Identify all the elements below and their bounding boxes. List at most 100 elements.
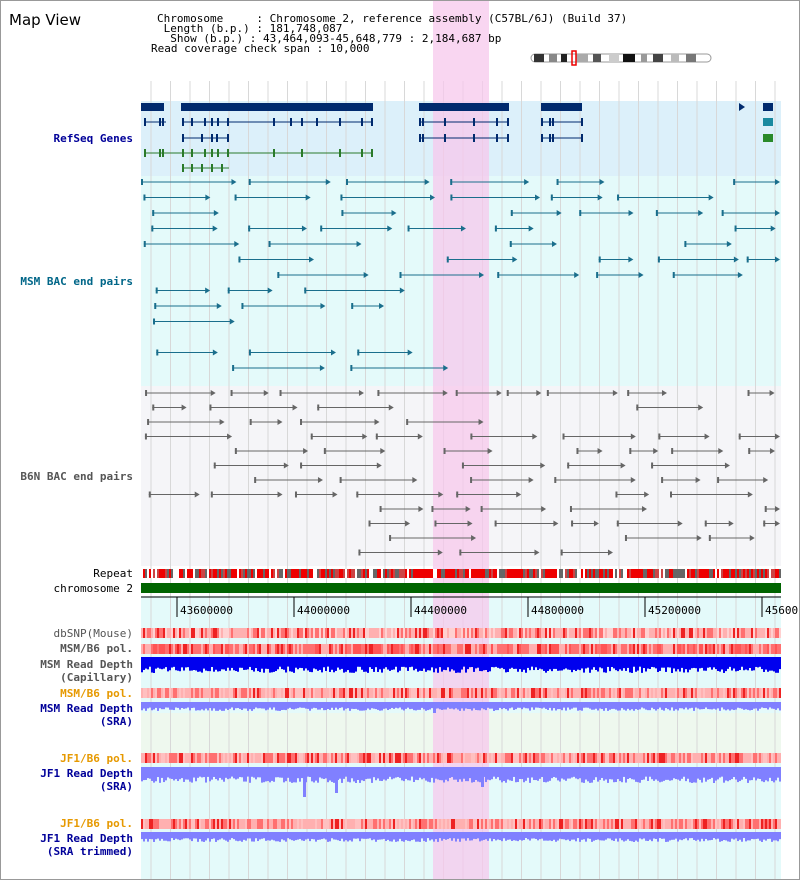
track-label-msm-b6-pol-1[interactable]: MSM/B6 pol. (60, 642, 133, 655)
polymorphism-mark (371, 753, 373, 763)
read-depth-bar (559, 657, 561, 671)
track-label-repeat[interactable]: Repeat (93, 567, 133, 580)
read-depth-bar (253, 767, 255, 778)
read-depth-bar (379, 832, 381, 840)
read-depth-bar (777, 832, 779, 842)
polymorphism-mark (549, 688, 551, 698)
track-label-msm-read-depth-sra[interactable]: MSM Read Depth (40, 702, 133, 715)
polymorphism-mark (765, 753, 767, 763)
polymorphism-mark (403, 644, 405, 654)
read-depth-bar (629, 832, 631, 841)
read-depth-bar (495, 832, 497, 841)
repeat-mark (255, 569, 257, 578)
polymorphism-mark (513, 688, 515, 698)
read-depth-bar (683, 832, 685, 840)
polymorphism-mark (205, 688, 207, 698)
msm-bac-pair-end (277, 272, 280, 278)
polymorphism-mark (633, 688, 635, 698)
read-depth-bar (217, 767, 219, 781)
polymorphism-mark (681, 819, 683, 829)
polymorphism-mark (377, 753, 379, 763)
read-depth-bar (251, 767, 253, 777)
polymorphism-mark (155, 753, 157, 763)
polymorphism-mark (147, 628, 149, 638)
polymorphism-mark (691, 628, 693, 638)
polymorphism-mark (147, 753, 149, 763)
polymorphism-mark (749, 688, 751, 698)
read-depth-bar (203, 657, 205, 669)
b6n-bac-pair-end (389, 535, 392, 541)
polymorphism-mark (575, 819, 577, 829)
polymorphism-mark (439, 688, 441, 698)
read-depth-bar (739, 657, 741, 671)
read-depth-bar (227, 767, 229, 780)
read-depth-bar (615, 767, 617, 783)
read-depth-bar (459, 832, 461, 842)
polymorphism-mark (395, 688, 397, 698)
polymorphism-mark (249, 819, 251, 829)
polymorphism-mark (363, 753, 365, 763)
read-depth-spike (481, 767, 484, 787)
read-depth-bar (717, 657, 719, 672)
polymorphism-mark (595, 628, 597, 638)
repeat-mark (695, 569, 697, 578)
read-depth-bar (159, 767, 161, 783)
track-label-msm-bac[interactable]: MSM BAC end pairs (20, 275, 133, 288)
read-depth-bar (147, 832, 149, 842)
read-depth-bar (313, 702, 315, 708)
read-depth-bar (519, 767, 521, 780)
polymorphism-mark (357, 753, 359, 763)
polymorphism-mark (263, 819, 265, 829)
read-depth-bar (775, 767, 777, 781)
read-depth-bar (735, 657, 737, 672)
read-depth-bar (317, 702, 319, 710)
read-depth-bar (729, 702, 731, 711)
read-depth-bar (575, 767, 577, 779)
read-depth-bar (653, 702, 655, 710)
track-label-msm-read-depth-capillary[interactable]: MSM Read Depth (40, 658, 133, 671)
read-depth-bar (439, 702, 441, 710)
track-label-msm-b6-pol-2[interactable]: MSM/B6 pol. (60, 687, 133, 700)
read-depth-bar (455, 657, 457, 673)
read-depth-bar (679, 767, 681, 781)
repeat-mark (525, 569, 527, 578)
polymorphism-mark (605, 753, 607, 763)
polymorphism-mark (385, 819, 387, 829)
read-depth-bar (293, 702, 295, 710)
read-depth-bar (311, 767, 313, 782)
polymorphism-mark (449, 628, 451, 638)
polymorphism-mark (415, 819, 417, 829)
polymorphism-mark (179, 753, 181, 763)
polymorphism-mark (367, 644, 369, 654)
track-label-jf1-read-depth[interactable]: JF1 Read Depth (40, 767, 133, 780)
read-depth-bar (197, 832, 199, 842)
polymorphism-mark (141, 819, 143, 829)
track-label-jf1-b6-pol-1[interactable]: JF1/B6 pol. (60, 752, 133, 765)
read-depth-bar (479, 832, 481, 842)
polymorphism-mark (561, 628, 563, 638)
b6n-bac-pair-end (303, 448, 309, 454)
read-depth-bar (617, 767, 619, 780)
polymorphism-mark (715, 628, 717, 638)
read-depth-bar (463, 832, 465, 839)
msm-bac-pair-end (212, 225, 218, 232)
track-label-dbsnp[interactable]: dbSNP(Mouse) (53, 627, 133, 640)
track-label-refseq[interactable]: RefSeq Genes (53, 132, 133, 145)
track-label-b6n-bac[interactable]: B6N BAC end pairs (20, 470, 133, 483)
read-depth-bar (205, 767, 207, 783)
read-depth-bar (179, 702, 181, 710)
msm-bac-pair-end (379, 303, 385, 309)
read-depth-bar (161, 702, 163, 710)
track-label-jf1-b6-pol-2[interactable]: JF1/B6 pol. (60, 817, 133, 830)
polymorphism-mark (329, 628, 331, 638)
polymorphism-mark (367, 753, 369, 763)
track-label-jf1-read-depth-trimmed[interactable]: JF1 Read Depth (40, 832, 133, 845)
b6n-bac-pair-end (630, 433, 636, 440)
polymorphism-mark (465, 628, 467, 638)
repeat-mark (669, 569, 671, 578)
refseq-exon (204, 149, 206, 157)
read-depth-bar (287, 832, 289, 839)
polymorphism-mark (251, 819, 253, 829)
polymorphism-mark (503, 628, 505, 638)
